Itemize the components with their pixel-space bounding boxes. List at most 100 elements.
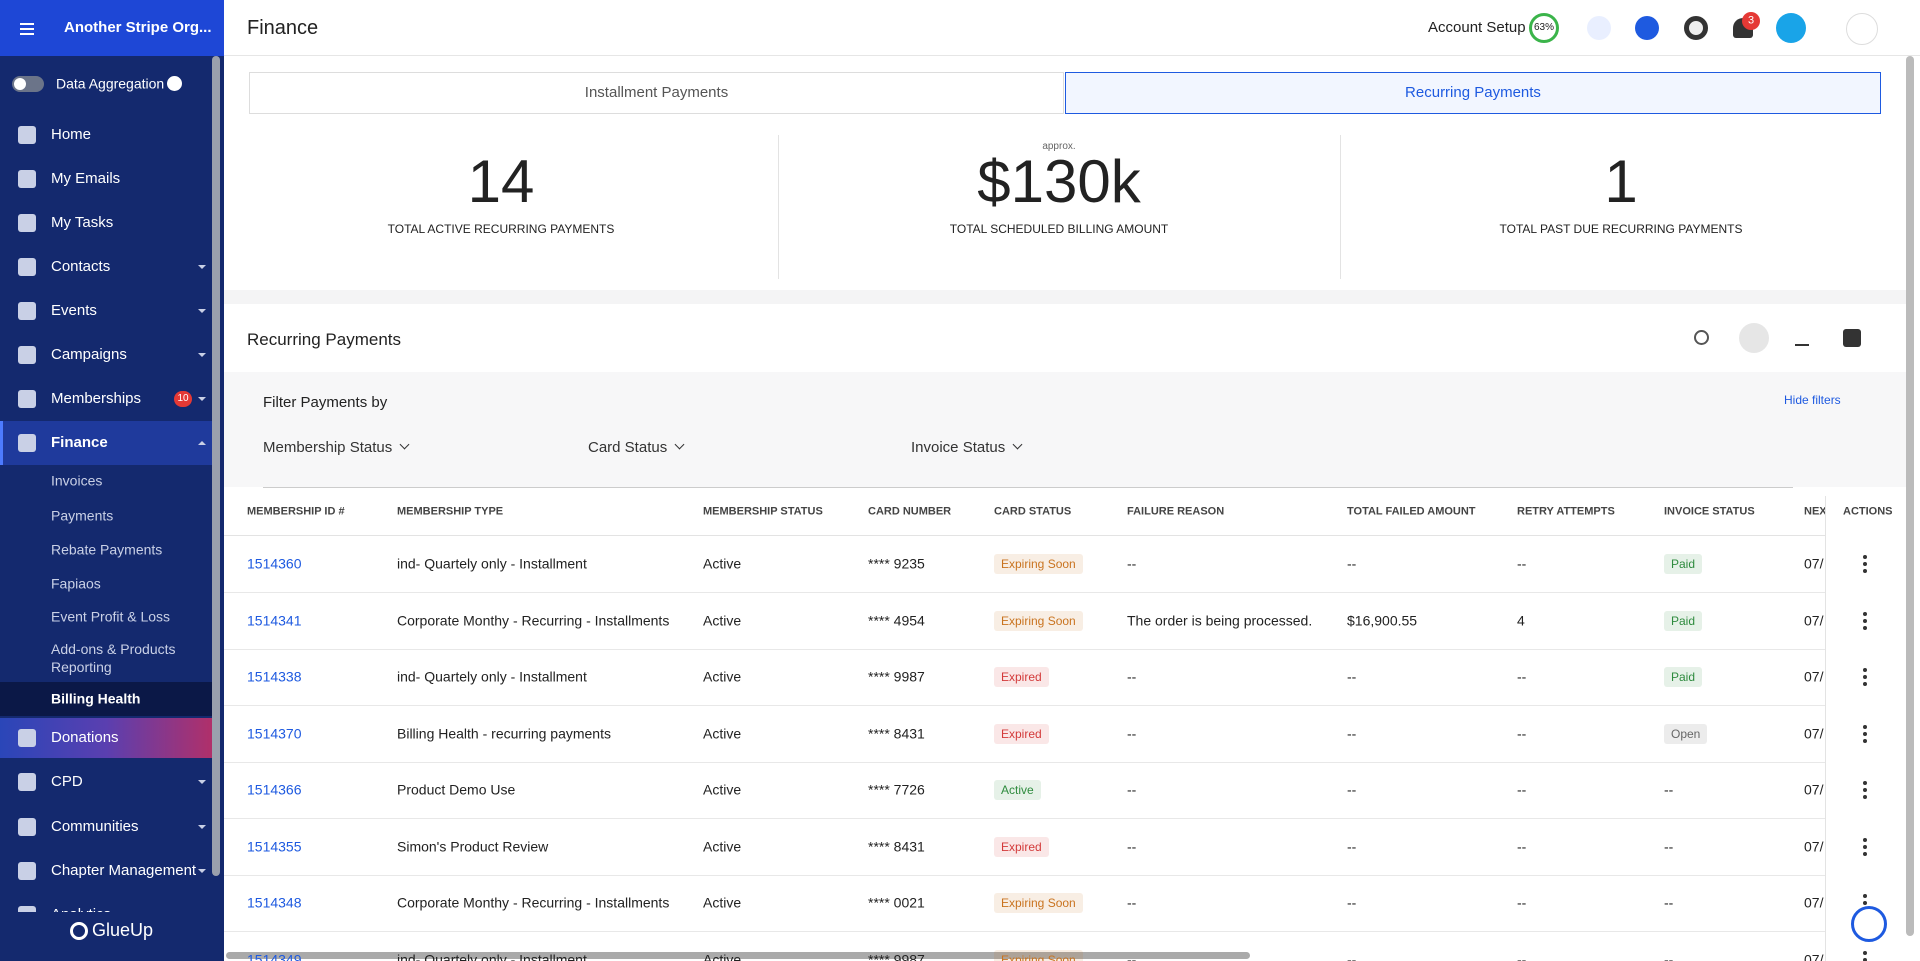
account-setup[interactable]: Account Setup	[1428, 19, 1526, 36]
cell: **** 8431	[868, 838, 925, 855]
cell: 07/	[1804, 838, 1824, 855]
chevron	[198, 397, 206, 401]
nav-item[interactable]: Donations	[51, 729, 119, 746]
sub-nav-item[interactable]: Invoices	[51, 472, 103, 489]
filter-dropdown[interactable]: Invoice Status	[911, 439, 1023, 457]
row-actions[interactable]	[1863, 668, 1867, 672]
sub-nav-item[interactable]: Add-ons & Products Reporting	[51, 641, 176, 675]
nav-item[interactable]: Campaigns	[51, 346, 127, 363]
column-header[interactable]: INVOICE STATUS	[1664, 505, 1755, 518]
row-actions[interactable]	[1863, 781, 1867, 785]
column-header[interactable]: RETRY ATTEMPTS	[1517, 505, 1615, 518]
help-icon[interactable]	[1776, 13, 1806, 43]
page-scrollbar	[1906, 56, 1914, 936]
row-actions[interactable]	[1863, 555, 1867, 559]
sub-nav-item[interactable]: Event Profit & Loss	[51, 608, 171, 625]
filter-dropdown[interactable]: Membership Status	[263, 439, 410, 457]
nav-icon[interactable]	[18, 434, 36, 452]
row-actions[interactable]	[1863, 837, 1867, 842]
nav-icon[interactable]	[18, 390, 36, 408]
membership-link[interactable]: 1514360	[247, 555, 302, 572]
ai-icon[interactable]	[1587, 16, 1611, 40]
nav-item[interactable]: Memberships	[51, 390, 142, 407]
cell: 07/	[1804, 555, 1824, 572]
column-header[interactable]: MEMBERSHIP ID #	[247, 505, 345, 518]
nav-item[interactable]: My Tasks	[51, 214, 114, 231]
row-actions[interactable]	[1863, 894, 1867, 898]
nav-icon[interactable]	[18, 818, 36, 836]
cell: Billing Health - recurring payments	[397, 725, 611, 742]
org-bar[interactable]	[0, 0, 224, 56]
row-actions[interactable]	[1863, 611, 1867, 616]
membership-link[interactable]: 1514366	[247, 781, 302, 798]
hide-filters[interactable]: Hide filters	[1784, 392, 1841, 407]
column-header[interactable]: MEMBERSHIP TYPE	[397, 505, 504, 518]
column-header[interactable]: CARD STATUS	[994, 505, 1072, 518]
info-icon[interactable]	[167, 76, 182, 91]
membership-link[interactable]: 1514348	[247, 894, 302, 911]
status-chip: Paid	[1664, 554, 1703, 574]
membership-link[interactable]: 1514338	[247, 668, 302, 685]
column-header[interactable]: CARD NUMBER	[868, 505, 952, 518]
chat-button[interactable]	[1851, 906, 1887, 942]
sub-nav-item[interactable]: Rebate Payments	[51, 541, 163, 558]
nav-icon[interactable]	[18, 729, 36, 747]
row-divider	[224, 874, 1906, 876]
menu-icon[interactable]	[20, 23, 34, 25]
nav-item[interactable]: Finance	[51, 434, 108, 451]
nav-icon[interactable]	[18, 302, 36, 320]
sub-nav-item[interactable]: Fapiaos	[51, 575, 101, 592]
membership-link[interactable]: 1514370	[247, 725, 302, 742]
nav-icon[interactable]	[18, 214, 36, 232]
columns-icon[interactable]	[1843, 329, 1861, 347]
nav-icon[interactable]	[18, 258, 36, 276]
band	[224, 290, 1906, 304]
nav-item[interactable]: Chapter Management	[51, 862, 197, 879]
section-title: Recurring Payments	[247, 329, 402, 349]
cell: 07/	[1804, 725, 1824, 742]
cell: Active	[703, 668, 742, 685]
tab-label[interactable]: Recurring Payments	[1405, 84, 1541, 101]
nav-icon[interactable]	[18, 346, 36, 364]
column-header[interactable]: ACTIONS	[1843, 505, 1893, 518]
stat-divider	[778, 135, 779, 279]
cell: 4	[1517, 612, 1525, 629]
nav-item[interactable]: Contacts	[51, 258, 111, 275]
tab[interactable]	[1065, 72, 1881, 114]
row-actions[interactable]	[1863, 724, 1867, 729]
filter-icon[interactable]	[1739, 323, 1769, 353]
settings-icon[interactable]	[1684, 16, 1708, 40]
nav-icon[interactable]	[18, 170, 36, 188]
sub-nav-item[interactable]: Billing Health	[51, 690, 141, 707]
cell: --	[1517, 838, 1527, 855]
column-header[interactable]: TOTAL FAILED AMOUNT	[1347, 505, 1476, 518]
add-icon[interactable]	[1635, 16, 1659, 40]
nav-icon[interactable]	[18, 862, 36, 880]
nav-icon[interactable]	[18, 126, 36, 144]
download-icon[interactable]	[1795, 330, 1809, 346]
nav-item[interactable]: My Emails	[51, 170, 121, 187]
membership-link[interactable]: 1514341	[247, 612, 302, 629]
membership-link[interactable]: 1514355	[247, 838, 302, 855]
column-header[interactable]: FAILURE REASON	[1127, 505, 1225, 518]
chevron	[198, 309, 206, 313]
column-header[interactable]: NEX	[1804, 505, 1827, 518]
nav-item[interactable]: Home	[51, 126, 92, 143]
search-icon[interactable]	[1694, 330, 1709, 345]
nav-item[interactable]: Communities	[51, 818, 139, 835]
tab[interactable]	[249, 72, 1064, 114]
sub-nav-item[interactable]: Payments	[51, 507, 114, 524]
row-actions[interactable]	[1863, 950, 1867, 955]
org-name[interactable]: Another Stripe Org...	[64, 19, 212, 36]
nav-icon[interactable]	[18, 773, 36, 791]
cell: Simon's Product Review	[397, 838, 549, 855]
column-header[interactable]: MEMBERSHIP STATUS	[703, 505, 823, 518]
avatar[interactable]	[1846, 13, 1878, 45]
status-chip: Open	[1664, 723, 1708, 744]
filter-dropdown[interactable]: Card Status	[588, 439, 685, 457]
nav-item[interactable]: Events	[51, 302, 97, 319]
cell: --	[1664, 951, 1674, 961]
tab-label[interactable]: Installment Payments	[584, 84, 729, 101]
nav-item[interactable]: CPD	[51, 773, 83, 790]
membership-link[interactable]: 1514349	[247, 951, 302, 961]
